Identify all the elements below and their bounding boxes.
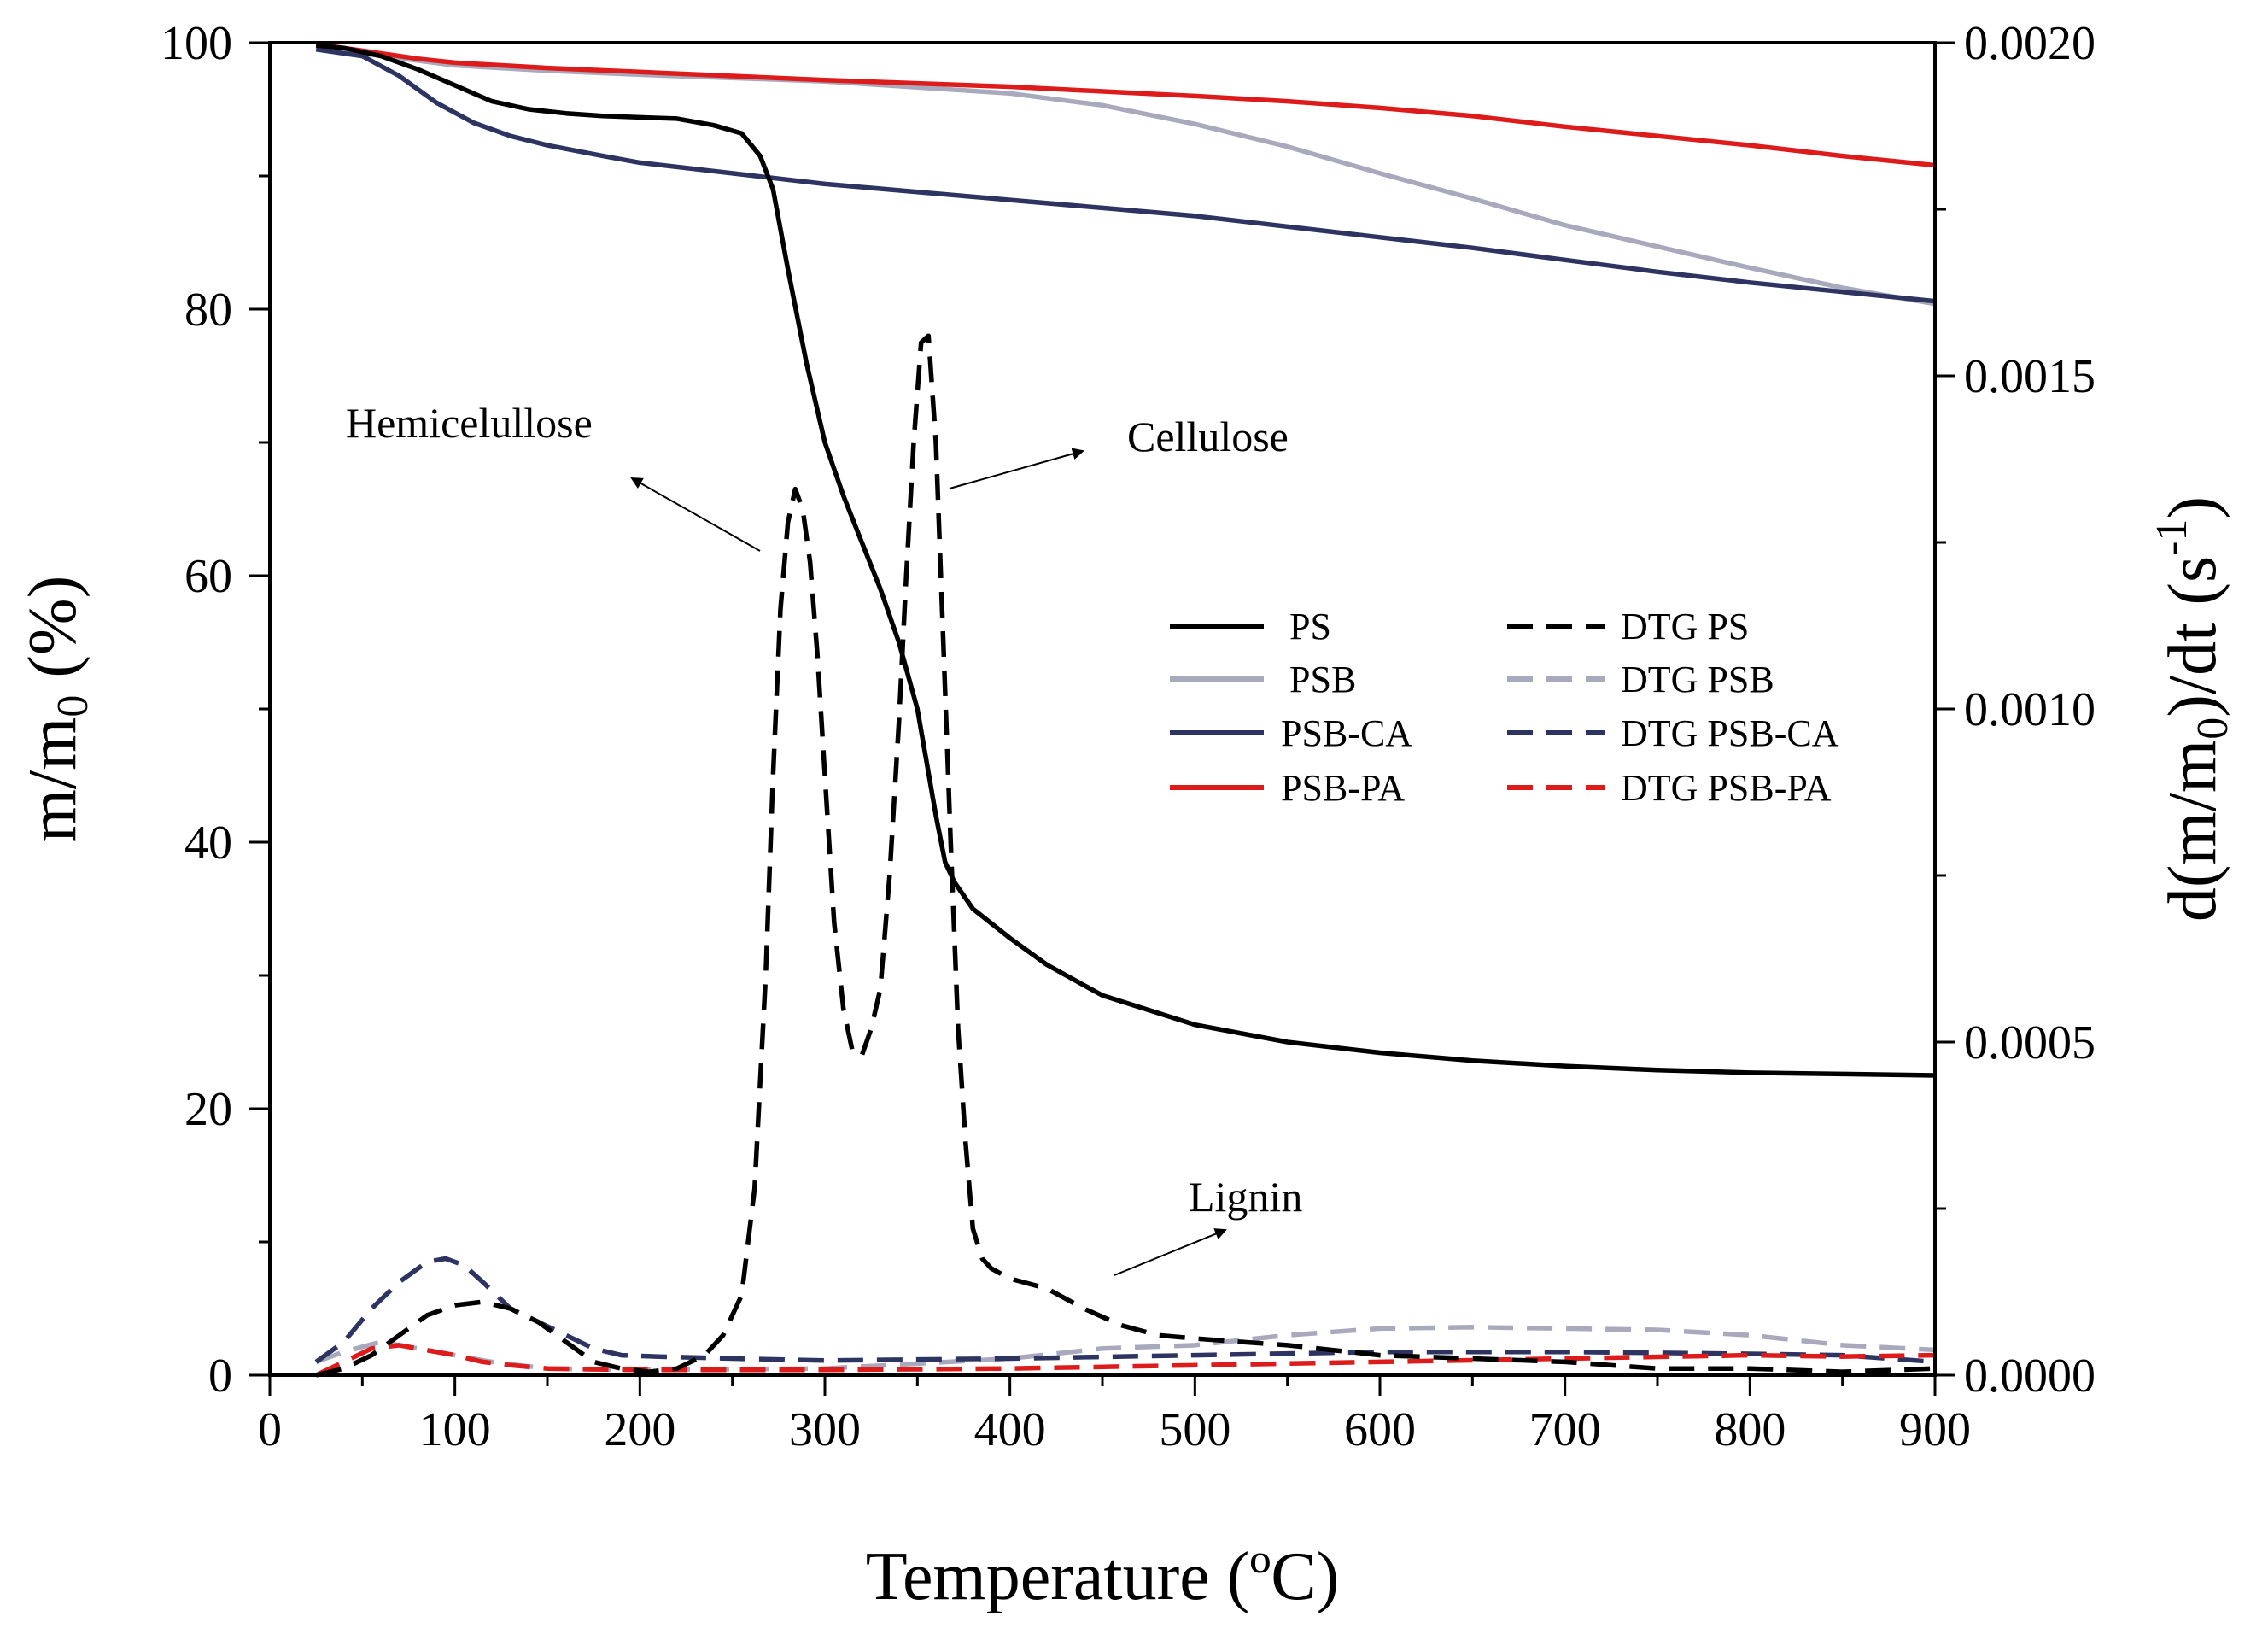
legend-label-dtg-psb: DTG PSB: [1621, 659, 1774, 700]
y-tick-label: 60: [184, 550, 232, 603]
series-line-ps: [315, 43, 1936, 1078]
y2-axis-title: d(m/m0)/dt (s-1): [2148, 496, 2237, 922]
y2-tick-label: 0.0015: [1964, 350, 2096, 403]
x-tick-label: 100: [419, 1403, 491, 1456]
series-line-dtg-psb-pa: [315, 1343, 1936, 1378]
legend-label-ps: PS: [1289, 606, 1331, 647]
legend-label-psb-ca: PSB-CA: [1281, 712, 1412, 754]
y2-tick-label: 0.0020: [1964, 17, 2096, 70]
y-tick-label: 100: [161, 17, 232, 70]
x-tick-label: 600: [1344, 1403, 1416, 1456]
legend-label-dtg-psb-ca: DTG PSB-CA: [1621, 712, 1839, 754]
x-tick-label: 400: [974, 1403, 1046, 1456]
x-tick-label: 900: [1899, 1403, 1971, 1456]
y2-tick-label: 0.0005: [1964, 1016, 2096, 1069]
annotation-lignin: Lignin: [1189, 1173, 1302, 1221]
labels-layer: 0 100 200 300 400 500 600 700 800 900 0 20 40 60 80 100…: [161, 17, 2096, 1456]
series-line-dtg-ps: [315, 333, 1936, 1378]
x-tick-label: 700: [1529, 1403, 1601, 1456]
series-line-psb-ca: [315, 47, 1936, 304]
y-axis-title: m/m0 (%): [15, 576, 97, 843]
series-line-psb: [315, 44, 1936, 307]
series-layer: [314, 41, 1936, 1378]
legend: PS PSB PSB-CA PSB-PA DTG PS DTG PSB DTG …: [1170, 606, 1839, 809]
arrow-hemicellulose: [630, 477, 761, 552]
arrow-lignin: [1114, 1228, 1227, 1276]
x-axis-title: Temperature (ºC): [866, 1539, 1340, 1614]
y-tick-label: 80: [184, 284, 232, 337]
annotation-hemicellulose: Hemicelullose: [346, 399, 593, 447]
x-tick-label: 800: [1714, 1403, 1786, 1456]
y2-tick-label: 0.0010: [1964, 683, 2096, 736]
series-line-dtg-psb-ca: [314, 1256, 1936, 1365]
legend-label-psb-pa: PSB-PA: [1281, 767, 1405, 809]
series-line-psb-pa: [315, 41, 1936, 168]
x-tick-label: 300: [789, 1403, 861, 1456]
legend-label-psb: PSB: [1289, 659, 1356, 700]
y-tick-label: 20: [184, 1083, 232, 1136]
plot-frame: [268, 41, 1937, 1377]
y-tick-label: 0: [208, 1350, 232, 1403]
arrow-cellulose: [949, 448, 1084, 489]
x-tick-label: 500: [1159, 1403, 1230, 1456]
legend-label-dtg-psb-pa: DTG PSB-PA: [1621, 767, 1832, 809]
x-tick-label: 0: [258, 1403, 282, 1456]
ticks-layer: [249, 41, 1955, 1396]
y-tick-label: 40: [184, 817, 232, 870]
legend-label-dtg-ps: DTG PS: [1621, 606, 1749, 647]
y2-tick-label: 0.0000: [1964, 1350, 2096, 1403]
x-tick-label: 200: [604, 1403, 675, 1456]
annotations: Hemicelullose Cellulose Lignin: [346, 399, 1302, 1276]
annotation-cellulose: Cellulose: [1127, 413, 1289, 460]
series-line-dtg-psb: [315, 1325, 1936, 1373]
